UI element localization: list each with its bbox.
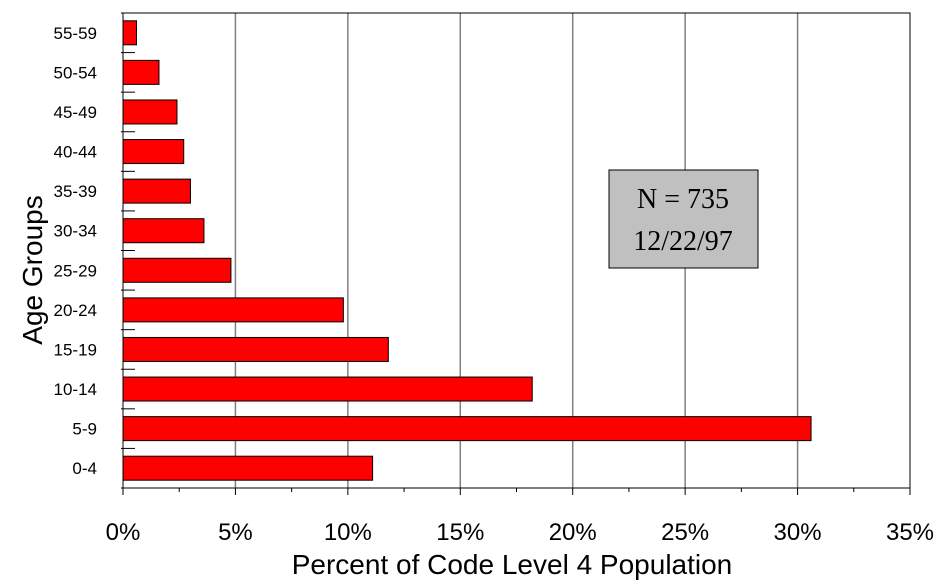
x-tick-label: 20% xyxy=(549,519,597,546)
x-axis: 0% 5% 10% 15% 20% 25% 30% 35% xyxy=(106,488,934,546)
bar-15-19 xyxy=(122,336,389,362)
y-tick-label: 5-9 xyxy=(72,420,97,439)
bar-10-14 xyxy=(122,376,533,402)
bar-0-4 xyxy=(122,455,374,481)
bar-20-24 xyxy=(122,297,344,323)
bar-25-29 xyxy=(122,257,232,283)
bars xyxy=(122,20,812,481)
y-tick-label: 55-59 xyxy=(54,24,97,43)
y-tick-label: 45-49 xyxy=(54,103,97,122)
x-tick-label: 0% xyxy=(106,519,141,546)
x-axis-title: Percent of Code Level 4 Population xyxy=(292,549,733,580)
y-tick-label: 15-19 xyxy=(54,340,97,359)
x-tick-label: 5% xyxy=(218,519,253,546)
x-tick-label: 10% xyxy=(324,519,372,546)
y-axis: 0-4 5-9 10-14 15-19 20-24 25-29 30-34 35-39 40-4… xyxy=(54,12,135,489)
annotation-background xyxy=(608,169,759,269)
bar-40-44 xyxy=(122,139,185,165)
bar-45-49 xyxy=(122,99,178,125)
x-tick-label: 25% xyxy=(661,519,709,546)
bar-35-39 xyxy=(122,178,191,204)
y-tick-label: 35-39 xyxy=(54,182,97,201)
bar-50-54 xyxy=(122,59,160,85)
annotation-box: N = 735 12/22/97 xyxy=(608,169,759,269)
y-tick-label: 10-14 xyxy=(54,380,97,399)
x-tick-label: 15% xyxy=(436,519,484,546)
annotation-n-count: N = 735 xyxy=(637,184,729,215)
bar-30-34 xyxy=(122,218,205,244)
y-axis-title: Age Groups xyxy=(17,195,48,344)
y-tick-label: 50-54 xyxy=(54,63,97,82)
bar-5-9 xyxy=(122,416,812,442)
x-tick-label: 30% xyxy=(774,519,822,546)
y-tick-label: 30-34 xyxy=(54,222,97,241)
x-tick-label: 35% xyxy=(886,519,934,546)
y-tick-label: 0-4 xyxy=(72,459,97,478)
y-tick-label: 25-29 xyxy=(54,261,97,280)
annotation-date: 12/22/97 xyxy=(633,226,733,257)
y-tick-label: 40-44 xyxy=(54,143,97,162)
bar-55-59 xyxy=(122,20,137,46)
y-tick-label: 20-24 xyxy=(54,301,97,320)
